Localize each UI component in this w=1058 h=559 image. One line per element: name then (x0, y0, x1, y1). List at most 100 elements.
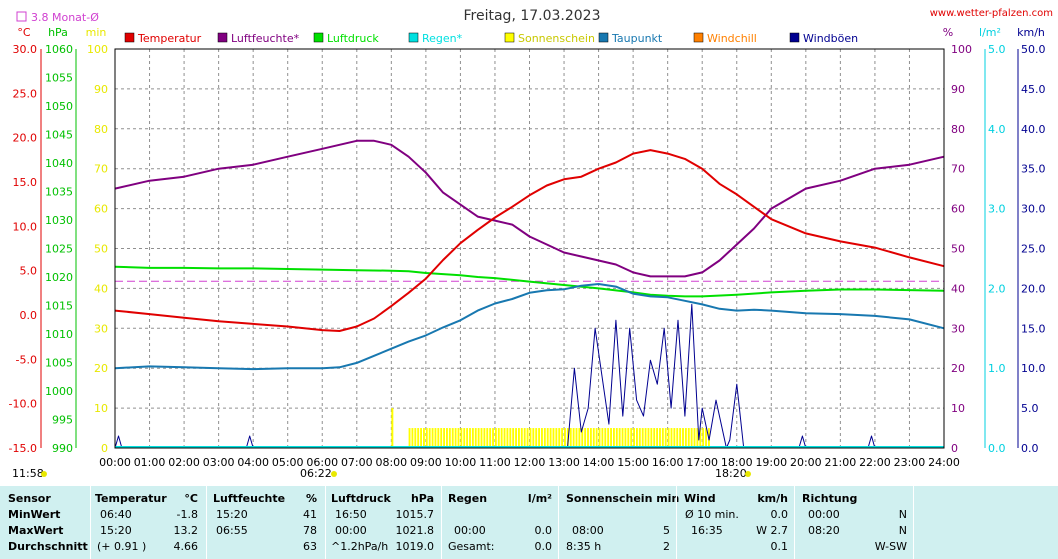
time-tick-label: 11:00 (479, 456, 511, 469)
statistics-table: Sensor MinWert MaxWert Durchschnitt Temp… (0, 486, 1058, 559)
sunshine-bar (451, 428, 454, 448)
temp-tick-label: -5.0 (16, 353, 37, 366)
direction-column: Richtung 00:00 N 08:20 N W-SW (795, 486, 913, 559)
time-tick-label: 19:00 (755, 456, 787, 469)
press-unit: hPa (410, 492, 434, 505)
sunshine-bar (517, 428, 520, 448)
humidity-tick-label: 20 (951, 362, 965, 375)
dir-time: 00:00 (808, 508, 840, 521)
min-tick-label: 10 (94, 402, 108, 415)
temp-tick-label: 15.0 (13, 176, 38, 189)
temp-value: 13.2 (173, 524, 199, 537)
rain-value: 0.0 (534, 540, 553, 553)
sunshine-bar (584, 428, 587, 448)
hum-value: 41 (303, 508, 317, 521)
legend-swatch (504, 32, 515, 43)
temp-unit: °C (184, 492, 198, 505)
sunshine-bar (656, 428, 659, 448)
sunshine-bars (391, 408, 710, 448)
legend-swatch (598, 32, 609, 43)
sunshine-bar (595, 428, 598, 448)
sunshine-bar (699, 428, 702, 448)
sunshine-bar (633, 428, 636, 448)
legend-label: Windböen (803, 32, 858, 45)
temp-tick-label: 30.0 (13, 43, 38, 56)
sun-time: 08:00 (572, 524, 604, 537)
press-value: 1021.8 (395, 524, 435, 537)
time-tick-label: 24:00 (928, 456, 960, 469)
sunshine-bar (587, 428, 589, 448)
temp-tick-label: 5.0 (20, 265, 38, 278)
pressure-tick-label: 1025 (45, 243, 73, 256)
dir-header: Richtung (802, 492, 858, 505)
sunshine-bar (546, 428, 549, 448)
pressure-column: Luftdruck hPa 16:50 1015.7 00:00 1021.8 … (326, 486, 441, 559)
time-tick-label: 02:00 (168, 456, 200, 469)
sunshine-bar (636, 428, 638, 448)
legend: Temperatur Luftfeuchte* Luftdruck Regen* Son… (124, 32, 858, 45)
sunshine-bar (515, 428, 517, 448)
humidity-column: Luftfeuchte % 15:20 41 06:55 78 63 (207, 486, 325, 559)
pressure-tick-label: 1015 (45, 300, 73, 313)
hum-value: 63 (303, 540, 317, 553)
press-value: 1015.7 (395, 508, 435, 521)
sunshine-bar (477, 428, 480, 448)
sunshine-column: Sonnenschein min 08:00 5 8:35 h 2 (559, 486, 679, 559)
sunshine-bar (474, 428, 477, 448)
sunshine-bar (454, 428, 457, 448)
humidity-tick-label: 30 (951, 322, 965, 335)
sun-total: 8:35 h (566, 540, 602, 553)
sunshine-bar (644, 428, 647, 448)
time-tick-label: 18:00 (721, 456, 753, 469)
temp-trend: (+ 0.91 ) (97, 540, 147, 553)
rain-tick-label: 1.0 (988, 362, 1006, 375)
min-tick-label: 100 (87, 43, 108, 56)
sunshine-bar (469, 428, 471, 448)
humidity-tick-label: 40 (951, 282, 965, 295)
sunrise-icon (331, 471, 337, 477)
rain-tick-label: 4.0 (988, 123, 1006, 136)
sunshine-bar (489, 428, 492, 448)
time-tick-label: 03:00 (203, 456, 235, 469)
pressure-tick-label: 990 (52, 442, 73, 455)
sunshine-bar (607, 428, 610, 448)
time-tick-label: 22:00 (859, 456, 891, 469)
legend-label: Windchill (707, 32, 757, 45)
sunshine-bar (471, 428, 474, 448)
wind-tick-label: 40.0 (1021, 123, 1046, 136)
site-link[interactable]: www.wetter-pfalzen.com (930, 8, 1053, 19)
sunshine-bar (564, 428, 566, 448)
wind-tick-label: 15.0 (1021, 322, 1046, 335)
temp-tick-label: 0.0 (20, 309, 38, 322)
press-time: 16:50 (335, 508, 367, 521)
temp-tick-label: 10.0 (13, 220, 38, 233)
sunshine-bar (480, 428, 483, 448)
sunshine-bar (705, 428, 707, 448)
sunshine-bar (650, 428, 653, 448)
humidity-tick-label: 70 (951, 163, 965, 176)
rain-time: 00:00 (454, 524, 486, 537)
wind-tick-label: 10.0 (1021, 362, 1046, 375)
series-line-taupunkt (114, 283, 945, 371)
pressure-tick-label: 995 (52, 414, 73, 427)
temp-tick-label: 20.0 (13, 132, 38, 145)
rain-tick-label: 3.0 (988, 203, 1006, 216)
wind-value: W 2.7 (756, 524, 788, 537)
sunshine-bar (494, 428, 497, 448)
wind-tick-label: 5.0 (1021, 402, 1039, 415)
sunshine-bar (581, 428, 584, 448)
sunshine-bar (448, 428, 451, 448)
wind-value: 0.0 (770, 508, 789, 521)
sunshine-bar (601, 428, 604, 448)
sunshine-bar (690, 428, 693, 448)
sunshine-bar (578, 428, 581, 448)
wind-tick-label: 25.0 (1021, 243, 1046, 256)
humidity-tick-label: 80 (951, 123, 965, 136)
pressure-tick-label: 1055 (45, 72, 73, 85)
min-tick-label: 50 (94, 243, 108, 256)
rain-tick-label: 2.0 (988, 282, 1006, 295)
rain-column: Regen l/m² 00:00 0.0 Gesamt: 0.0 (442, 486, 558, 559)
min-unit-label: min (86, 26, 107, 39)
rain-tick-label: 0.0 (988, 442, 1006, 455)
sunshine-bar (566, 428, 569, 448)
